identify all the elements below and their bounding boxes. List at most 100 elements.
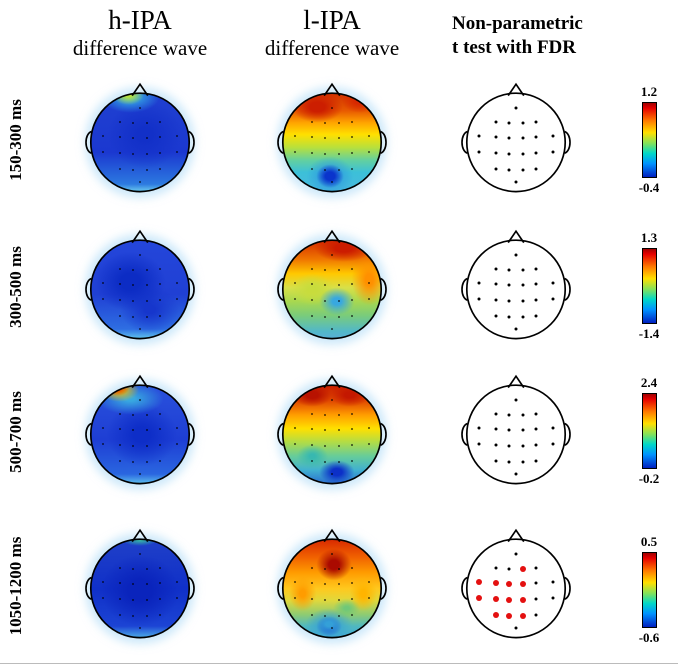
- electrode-dot: [145, 315, 148, 318]
- nose-outline: [131, 374, 149, 389]
- electrode-dot: [368, 443, 371, 446]
- electrode-dot: [132, 413, 135, 416]
- electrode-dot: [311, 428, 314, 431]
- electrode-dot: [158, 582, 161, 585]
- colorbar-max-label: 1.2: [640, 84, 658, 99]
- electrode-dot: [337, 429, 340, 432]
- electrode-dot: [514, 180, 518, 184]
- electrode-dot: [534, 120, 538, 124]
- electrode-dot: [534, 314, 538, 318]
- colorbar-gradient: [641, 552, 657, 628]
- electrode-dot: [534, 427, 538, 431]
- electrode-dot: [350, 582, 353, 585]
- right-ear-outline: [564, 576, 571, 600]
- electrode-dot: [350, 444, 353, 447]
- electrode-dot: [534, 298, 538, 302]
- right-ear-outline: [188, 422, 195, 446]
- electrode-dot: [368, 135, 371, 138]
- head-circle-outline: [89, 538, 191, 639]
- electrode-dot: [145, 413, 148, 416]
- column-header-ttest-line1: Non-parametric: [452, 13, 583, 34]
- electrode-dot: [145, 567, 148, 570]
- colorbar-gradient: [641, 102, 657, 178]
- electrode-dot: [337, 168, 340, 171]
- column-header-l-ipa: l-IPA difference wave: [257, 5, 407, 61]
- row-label-300-500ms: 300-500 ms: [6, 246, 25, 328]
- head-outline: [461, 528, 571, 639]
- left-ear-outline: [461, 576, 468, 600]
- electrode-dot: [145, 614, 148, 617]
- electrode-dot: [101, 443, 104, 446]
- electrode-dot: [158, 152, 161, 155]
- electrode-dot: [507, 136, 511, 140]
- electrode-dot: [158, 412, 161, 415]
- electrode-dot: [507, 460, 511, 464]
- electrode-dot: [145, 168, 148, 171]
- colorbar-300-500ms: 1.3 -1.4: [626, 230, 672, 342]
- electrode-dot: [337, 137, 340, 140]
- electrode-dot: [534, 412, 538, 416]
- electrode-dot: [477, 426, 481, 430]
- electrode-dot: [311, 566, 314, 569]
- electrode-dot: [494, 412, 498, 416]
- scalp-surface: [466, 539, 566, 638]
- electrode-dot: [311, 582, 314, 585]
- electrode-dot: [311, 459, 314, 462]
- topomap-500-700ms-h-ipa: [80, 372, 200, 492]
- electrode-dot: [293, 597, 296, 600]
- left-ear-outline: [85, 130, 92, 154]
- electrode-dot: [350, 120, 353, 123]
- electrode-dot: [494, 151, 498, 155]
- electrode-dot: [494, 314, 498, 318]
- electrode-dot: [311, 299, 314, 302]
- electrode-dot: [477, 281, 481, 285]
- electrode-dot: [176, 597, 179, 600]
- electrode-dot: [145, 153, 148, 156]
- right-ear-outline: [188, 130, 195, 154]
- electrode-dot: [350, 428, 353, 431]
- electrode-dot: [176, 282, 179, 285]
- topomap-1050-1200ms-l-ipa: [272, 526, 392, 646]
- scalp-surface: [282, 385, 382, 484]
- electrode-dot: [514, 626, 518, 630]
- nose-outline: [323, 82, 341, 97]
- nose-outline: [507, 374, 525, 389]
- electrode-dot: [337, 599, 340, 602]
- electrode-dot: [330, 626, 333, 629]
- electrode-dot: [514, 106, 518, 110]
- electrode-dot: [101, 135, 104, 138]
- topomap-300-500ms-h-ipa: [80, 227, 200, 347]
- electrode-dot: [494, 459, 498, 463]
- electrode-dot: [132, 121, 135, 124]
- electrode-dot: [324, 583, 327, 586]
- head-outline: [461, 229, 571, 340]
- electrode-dot: [350, 283, 353, 286]
- electrode-dot: [551, 150, 555, 154]
- electrode-dot: [494, 566, 498, 570]
- electrode-dot: [311, 283, 314, 286]
- column-header-ttest: Non-parametric t test with FDR: [452, 12, 652, 60]
- topomap-1050-1200ms-h-ipa: [80, 526, 200, 646]
- head-outline: [85, 528, 195, 639]
- electrode-dot: [119, 314, 122, 317]
- electrode-dots-layer: [283, 240, 381, 338]
- topomap-300-500ms-l-ipa: [272, 227, 392, 347]
- electrode-dot: [477, 134, 481, 138]
- electrode-dot: [101, 597, 104, 600]
- electrode-dot: [330, 472, 333, 475]
- electrode-dot: [350, 167, 353, 170]
- electrode-dot: [521, 460, 525, 464]
- electrode-dot: [119, 459, 122, 462]
- electrode-dot: [337, 300, 340, 303]
- electrode-dot: [138, 327, 141, 330]
- electrode-dot: [119, 412, 122, 415]
- electrode-dot: [337, 315, 340, 318]
- head-circle-outline: [465, 384, 567, 485]
- electrode-dot: [534, 282, 538, 286]
- electrode-dot: [337, 445, 340, 448]
- electrode-dot: [350, 314, 353, 317]
- electrode-dot: [311, 314, 314, 317]
- electrode-dot: [119, 598, 122, 601]
- electrode-dot: [119, 136, 122, 139]
